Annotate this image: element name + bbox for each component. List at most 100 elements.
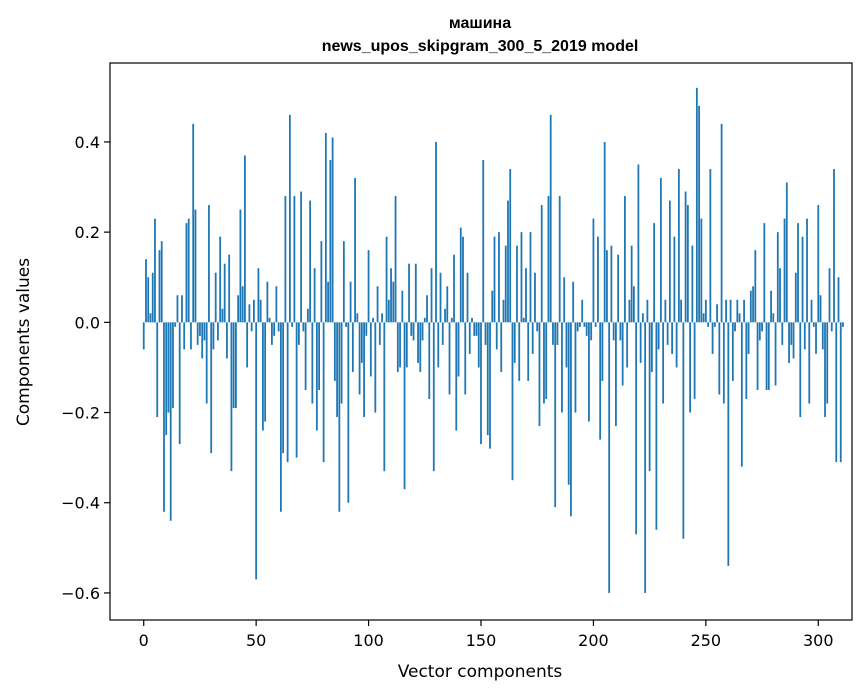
bar [239, 209, 242, 323]
bar [360, 322, 363, 363]
bar [486, 322, 489, 436]
bar [381, 313, 383, 323]
bar [788, 322, 790, 363]
bar [826, 322, 829, 404]
bar [235, 322, 237, 409]
bar [309, 200, 312, 323]
bar [522, 317, 525, 323]
bar [142, 322, 145, 350]
bars-group [142, 87, 844, 593]
bar [419, 322, 422, 372]
bar [626, 322, 629, 368]
bar [190, 322, 192, 350]
bar [792, 322, 795, 359]
bar [378, 322, 381, 345]
bar [833, 168, 835, 323]
y-tick-label: −0.6 [61, 584, 100, 603]
bar [432, 322, 435, 472]
bar [315, 322, 318, 431]
bar [698, 105, 701, 323]
bar [286, 322, 289, 463]
bar [794, 272, 797, 323]
bar [264, 322, 267, 422]
x-tick-label: 250 [691, 631, 722, 650]
bar [347, 322, 350, 503]
bar [338, 322, 341, 512]
bar [806, 218, 808, 323]
bar [466, 272, 469, 323]
bar [693, 322, 696, 400]
bar [738, 313, 741, 323]
bar [212, 322, 215, 350]
bar [815, 322, 817, 354]
bar [668, 200, 671, 323]
bar [493, 236, 496, 323]
bar [223, 263, 226, 323]
y-axis-label: Components values [14, 258, 34, 426]
bar [154, 218, 156, 323]
bar [145, 259, 147, 323]
bar [453, 254, 455, 323]
bar [399, 322, 401, 368]
bar [480, 322, 482, 445]
bar [704, 299, 707, 323]
bar [248, 304, 251, 323]
bar [734, 322, 736, 332]
bar [331, 137, 334, 323]
bar [426, 295, 428, 323]
bar [253, 299, 255, 323]
bar [507, 200, 509, 323]
bar [208, 205, 210, 323]
bar [839, 322, 842, 463]
y-tick-label: −0.2 [61, 404, 100, 423]
chart-title-line-2: news_upos_skipgram_300_5_2019 model [322, 38, 639, 55]
plot-frame [109, 62, 853, 621]
bar [300, 191, 303, 323]
bar [174, 322, 177, 327]
bar [261, 322, 264, 431]
bar [610, 245, 613, 323]
bar [297, 322, 300, 345]
bar [169, 322, 172, 521]
bar [448, 322, 451, 395]
bar [835, 322, 838, 463]
bar [205, 322, 208, 404]
bar [608, 322, 611, 593]
bar [677, 168, 680, 323]
bar [619, 322, 622, 341]
bar [617, 254, 620, 323]
bar [502, 299, 505, 323]
bar [561, 322, 563, 413]
bar [468, 322, 471, 354]
bar [601, 322, 604, 381]
bar [342, 241, 345, 323]
bar [302, 322, 305, 332]
bar [158, 250, 161, 323]
bar [675, 322, 678, 368]
bar [545, 322, 548, 400]
bar [772, 313, 775, 323]
bar [583, 322, 586, 327]
bar [295, 322, 298, 458]
bar [241, 286, 244, 323]
bar [824, 322, 826, 418]
bar [808, 322, 811, 404]
bar [779, 268, 781, 323]
bar [700, 218, 703, 323]
bar [450, 317, 453, 323]
bar [666, 322, 669, 345]
bar [336, 322, 338, 418]
bar [536, 322, 539, 332]
bar [354, 178, 356, 323]
bar [743, 299, 745, 323]
bar [311, 322, 314, 404]
bar [237, 295, 240, 323]
bar [770, 290, 772, 323]
y-tick-label: 0.4 [75, 133, 100, 152]
bar [365, 322, 368, 336]
bar [390, 268, 392, 323]
bar [473, 322, 476, 336]
bar [725, 299, 727, 323]
bar [183, 322, 186, 350]
bar [812, 322, 815, 327]
